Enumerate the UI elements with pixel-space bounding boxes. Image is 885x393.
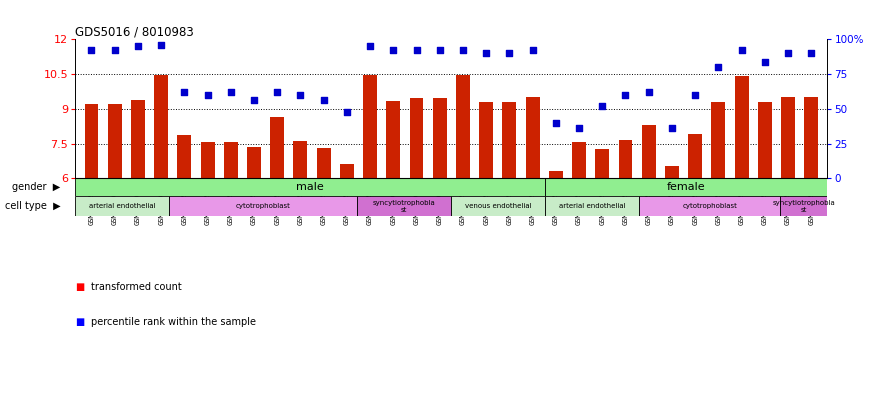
Point: [526, 47, 540, 53]
Bar: [387, 101, 400, 178]
Text: ■: ■: [75, 317, 84, 327]
Bar: [84, 104, 98, 178]
Point: [247, 97, 261, 104]
Bar: [75, 178, 545, 196]
Bar: [433, 98, 447, 178]
Bar: [224, 142, 238, 178]
Point: [293, 92, 307, 98]
Bar: [154, 75, 168, 178]
Text: ■: ■: [75, 282, 84, 292]
Point: [549, 119, 563, 126]
Text: gender  ▶: gender ▶: [12, 182, 60, 192]
Bar: [639, 196, 781, 216]
Bar: [503, 102, 516, 178]
Text: cytotrophoblast: cytotrophoblast: [682, 203, 737, 209]
Text: arterial endothelial: arterial endothelial: [88, 203, 156, 209]
Bar: [689, 134, 702, 178]
Point: [665, 125, 679, 131]
Point: [619, 92, 633, 98]
Point: [363, 43, 377, 50]
Bar: [108, 104, 121, 178]
Point: [386, 47, 400, 53]
Text: cell type  ▶: cell type ▶: [4, 201, 60, 211]
Point: [596, 103, 610, 109]
Bar: [735, 76, 749, 178]
Bar: [294, 141, 307, 178]
Point: [177, 89, 191, 95]
Bar: [131, 99, 145, 178]
Text: syncytiotrophobla
st: syncytiotrophobla st: [773, 200, 835, 213]
Bar: [340, 164, 354, 178]
Point: [688, 92, 702, 98]
Bar: [410, 98, 424, 178]
Point: [804, 50, 819, 56]
Point: [572, 125, 586, 131]
Bar: [75, 196, 169, 216]
Point: [503, 50, 517, 56]
Bar: [201, 142, 214, 178]
Point: [456, 47, 470, 53]
Bar: [456, 75, 470, 178]
Bar: [358, 196, 451, 216]
Bar: [526, 97, 540, 178]
Point: [201, 92, 215, 98]
Point: [108, 47, 122, 53]
Point: [758, 59, 772, 65]
Bar: [317, 148, 331, 178]
Bar: [596, 149, 609, 178]
Point: [84, 47, 98, 53]
Bar: [549, 171, 563, 178]
Point: [781, 50, 795, 56]
Bar: [804, 97, 819, 178]
Point: [735, 47, 749, 53]
Text: arterial endothelial: arterial endothelial: [559, 203, 626, 209]
Point: [433, 47, 447, 53]
Bar: [545, 196, 639, 216]
Text: percentile rank within the sample: percentile rank within the sample: [91, 317, 256, 327]
Bar: [619, 140, 633, 178]
Point: [712, 64, 726, 70]
Bar: [781, 196, 827, 216]
Point: [410, 47, 424, 53]
Bar: [247, 147, 261, 178]
Text: venous endothelial: venous endothelial: [465, 203, 532, 209]
Point: [340, 108, 354, 115]
Bar: [712, 102, 726, 178]
Text: female: female: [667, 182, 705, 192]
Bar: [781, 97, 795, 178]
Point: [317, 97, 331, 104]
Bar: [270, 117, 284, 178]
Text: cytotrophoblast: cytotrophoblast: [235, 203, 291, 209]
Text: syncytiotrophobla
st: syncytiotrophobla st: [373, 200, 435, 213]
Bar: [177, 136, 191, 178]
Bar: [451, 196, 545, 216]
Bar: [758, 102, 772, 178]
Bar: [169, 196, 358, 216]
Text: transformed count: transformed count: [91, 282, 182, 292]
Point: [270, 89, 284, 95]
Bar: [642, 125, 656, 178]
Text: GDS5016 / 8010983: GDS5016 / 8010983: [75, 25, 194, 38]
Point: [479, 50, 493, 56]
Bar: [665, 165, 679, 178]
Bar: [479, 102, 493, 178]
Point: [224, 89, 238, 95]
Bar: [545, 178, 827, 196]
Point: [642, 89, 656, 95]
Bar: [572, 142, 586, 178]
Point: [154, 42, 168, 48]
Text: male: male: [296, 182, 324, 192]
Point: [131, 43, 145, 50]
Bar: [363, 75, 377, 178]
